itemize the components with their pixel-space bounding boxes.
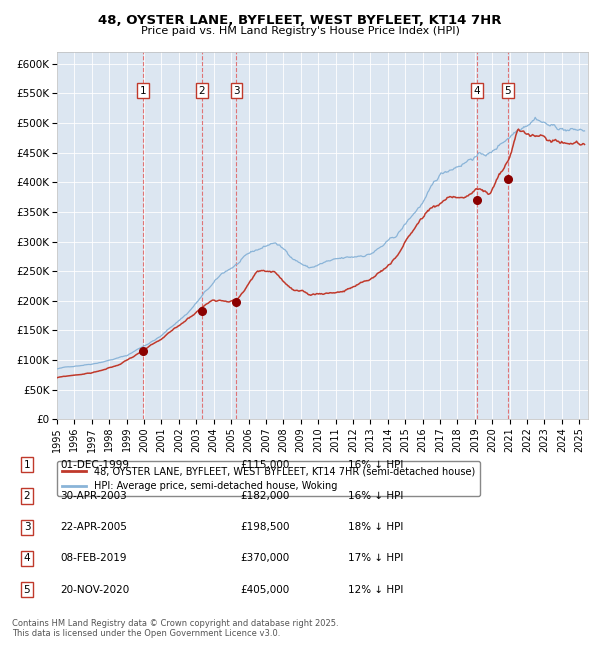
Text: Contains HM Land Registry data © Crown copyright and database right 2025.
This d: Contains HM Land Registry data © Crown c…: [12, 619, 338, 638]
Text: 1: 1: [139, 86, 146, 96]
Text: Price paid vs. HM Land Registry's House Price Index (HPI): Price paid vs. HM Land Registry's House …: [140, 26, 460, 36]
Text: 01-DEC-1999: 01-DEC-1999: [60, 460, 129, 470]
Text: £405,000: £405,000: [240, 584, 289, 595]
Text: 16% ↓ HPI: 16% ↓ HPI: [348, 491, 403, 501]
Text: £370,000: £370,000: [240, 553, 289, 564]
Text: 3: 3: [233, 86, 240, 96]
Text: £198,500: £198,500: [240, 522, 290, 532]
Text: 2: 2: [199, 86, 205, 96]
Text: 30-APR-2003: 30-APR-2003: [60, 491, 127, 501]
Text: 2: 2: [23, 491, 31, 501]
Text: 5: 5: [23, 584, 31, 595]
Legend: 48, OYSTER LANE, BYFLEET, WEST BYFLEET, KT14 7HR (semi-detached house), HPI: Ave: 48, OYSTER LANE, BYFLEET, WEST BYFLEET, …: [57, 462, 480, 496]
Text: 12% ↓ HPI: 12% ↓ HPI: [348, 584, 403, 595]
Text: 4: 4: [23, 553, 31, 564]
Text: 5: 5: [505, 86, 511, 96]
Text: 17% ↓ HPI: 17% ↓ HPI: [348, 553, 403, 564]
Text: 1: 1: [23, 460, 31, 470]
Text: 08-FEB-2019: 08-FEB-2019: [60, 553, 127, 564]
Text: 20-NOV-2020: 20-NOV-2020: [60, 584, 129, 595]
Text: 22-APR-2005: 22-APR-2005: [60, 522, 127, 532]
Text: 16% ↓ HPI: 16% ↓ HPI: [348, 460, 403, 470]
Text: 3: 3: [23, 522, 31, 532]
Text: 4: 4: [473, 86, 480, 96]
Text: 18% ↓ HPI: 18% ↓ HPI: [348, 522, 403, 532]
Text: 48, OYSTER LANE, BYFLEET, WEST BYFLEET, KT14 7HR: 48, OYSTER LANE, BYFLEET, WEST BYFLEET, …: [98, 14, 502, 27]
Text: £115,000: £115,000: [240, 460, 289, 470]
Text: £182,000: £182,000: [240, 491, 289, 501]
